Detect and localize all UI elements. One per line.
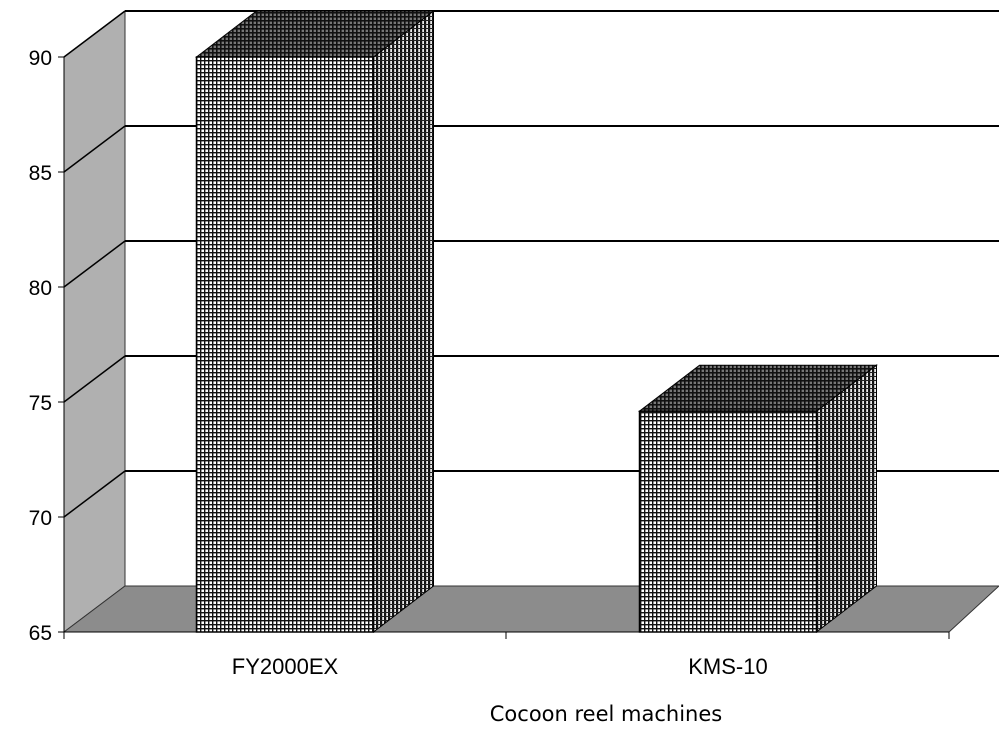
x-axis-title: Cocoon reel machines (490, 702, 722, 726)
gridline-side (63, 10, 126, 58)
bar-side (816, 364, 877, 634)
bar (195, 56, 375, 633)
side-wall (63, 9, 126, 634)
gridline-side (63, 355, 126, 403)
gridline-side (63, 470, 126, 518)
x-tick-label: FY2000EX (232, 654, 339, 679)
x-tick-label: KMS-10 (688, 654, 767, 679)
y-tick-label: 80 (29, 277, 52, 300)
gridline-side (63, 125, 126, 173)
bar-side (373, 9, 434, 634)
y-tick-label: 90 (29, 47, 52, 70)
y-tick-label: 85 (29, 162, 52, 185)
bar (638, 410, 818, 633)
y-tick-label: 65 (29, 622, 52, 645)
y-tick-label: 70 (29, 507, 52, 530)
gridline-side (63, 240, 126, 288)
y-tick-label: 75 (29, 392, 52, 415)
